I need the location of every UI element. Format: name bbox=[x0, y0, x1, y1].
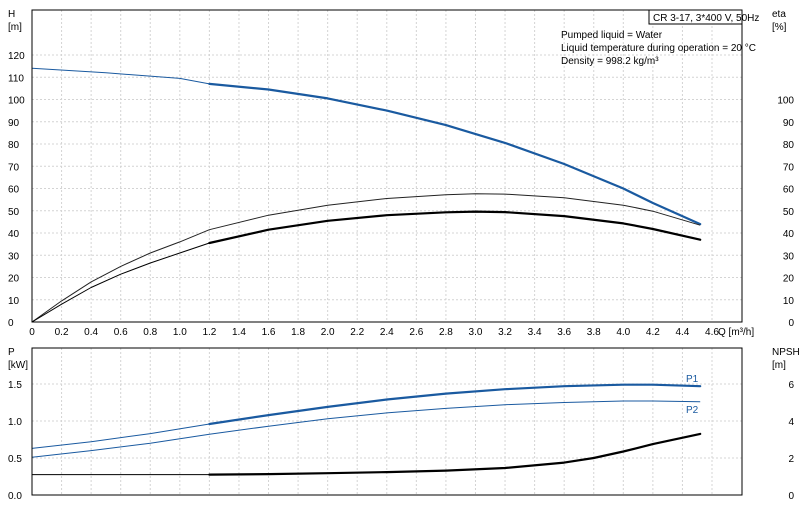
top-y-right-label-1: eta bbox=[772, 9, 786, 20]
y-right-tick-label-0-4: 40 bbox=[783, 229, 795, 240]
x-tick-label-23: 4.6 bbox=[705, 327, 719, 338]
top-y-left-label-1: H bbox=[8, 9, 15, 20]
y-left-tick-label-0-5: 50 bbox=[8, 207, 20, 218]
x-tick-label-18: 3.6 bbox=[557, 327, 571, 338]
y-left-tick-label-0-7: 70 bbox=[8, 162, 20, 173]
y-left-tick-label-1-3: 1.5 bbox=[8, 380, 22, 391]
x-tick-label-20: 4.0 bbox=[616, 327, 630, 338]
top-plot-frame bbox=[31, 9, 743, 323]
x-tick-label-6: 1.2 bbox=[202, 327, 216, 338]
y-right-tick-label-1-3: 6 bbox=[788, 380, 794, 391]
y-left-tick-label-1-1: 0.5 bbox=[8, 454, 22, 465]
y-right-tick-label-1-2: 4 bbox=[788, 417, 794, 428]
x-tick-label-14: 2.8 bbox=[439, 327, 453, 338]
y-left-tick-label-1-2: 1.0 bbox=[8, 417, 22, 428]
y-left-tick-label-1-0: 0.0 bbox=[8, 491, 22, 502]
curve-thin-0-1 bbox=[31, 193, 701, 323]
curve-thick-1-0 bbox=[208, 383, 702, 426]
x-axis-label: Q [m³/h] bbox=[718, 327, 754, 338]
y-left-tick-label-0-0: 0 bbox=[8, 318, 14, 329]
x-tick-label-15: 3.0 bbox=[469, 327, 483, 338]
title-box-text: CR 3-17, 3*400 V, 50Hz bbox=[653, 13, 759, 24]
y-left-tick-label-0-6: 60 bbox=[8, 185, 20, 196]
x-tick-label-2: 0.4 bbox=[84, 327, 98, 338]
curve-thick-0-0 bbox=[208, 82, 702, 226]
y-left-tick-label-0-4: 40 bbox=[8, 229, 20, 240]
y-right-tick-label-0-3: 30 bbox=[783, 251, 795, 262]
y-left-tick-label-0-2: 20 bbox=[8, 274, 20, 285]
x-tick-label-11: 2.2 bbox=[350, 327, 364, 338]
info-line-density: Density = 998.2 kg/m³ bbox=[561, 56, 659, 67]
curve-thin-1-1 bbox=[31, 400, 701, 458]
x-tick-label-5: 1.0 bbox=[173, 327, 187, 338]
y-left-tick-label-0-8: 80 bbox=[8, 140, 20, 151]
curve-thin-0-2 bbox=[31, 242, 210, 323]
curve-thin-1-0 bbox=[31, 423, 210, 449]
bottom-y-right-label-2: [m] bbox=[772, 360, 786, 371]
info-line-liquid-temperature: Liquid temperature during operation = 20… bbox=[561, 43, 756, 54]
bottom-y-right-label-1: NPSH bbox=[772, 347, 800, 358]
series-label-p2: P2 bbox=[686, 405, 699, 416]
top-plot-grid bbox=[32, 10, 742, 322]
title-box bbox=[648, 9, 743, 25]
x-tick-label-22: 4.4 bbox=[675, 327, 689, 338]
x-tick-label-21: 4.2 bbox=[646, 327, 660, 338]
y-left-tick-label-0-12: 120 bbox=[8, 51, 25, 62]
y-right-tick-label-1-1: 2 bbox=[788, 454, 794, 465]
x-tick-label-9: 1.8 bbox=[291, 327, 305, 338]
x-tick-label-3: 0.6 bbox=[114, 327, 128, 338]
bottom-plot-frame bbox=[31, 347, 743, 496]
y-left-tick-label-0-10: 100 bbox=[8, 96, 25, 107]
top-y-right-label-2: [%] bbox=[772, 22, 787, 33]
y-right-tick-label-0-2: 20 bbox=[783, 274, 795, 285]
x-tick-label-13: 2.6 bbox=[409, 327, 423, 338]
x-tick-label-10: 2.0 bbox=[321, 327, 335, 338]
x-tick-label-7: 1.4 bbox=[232, 327, 246, 338]
y-right-tick-label-1-0: 0 bbox=[788, 491, 794, 502]
curve-thin-0-0 bbox=[31, 67, 210, 85]
curves-layer bbox=[31, 67, 702, 476]
bottom-plot-grid bbox=[32, 348, 742, 495]
curve-thick-0-2 bbox=[208, 210, 702, 245]
x-tick-label-19: 3.8 bbox=[587, 327, 601, 338]
y-left-tick-label-0-3: 30 bbox=[8, 251, 20, 262]
y-right-tick-label-0-7: 70 bbox=[783, 162, 795, 173]
top-y-left-label-2: [m] bbox=[8, 22, 22, 33]
bottom-y-left-label-1: P bbox=[8, 347, 15, 358]
y-right-tick-label-0-8: 80 bbox=[783, 140, 795, 151]
info-line-pumped-liquid: Pumped liquid = Water bbox=[561, 30, 663, 41]
curve-thick-1-2 bbox=[208, 432, 702, 476]
x-tick-label-17: 3.4 bbox=[528, 327, 542, 338]
x-tick-label-12: 2.4 bbox=[380, 327, 394, 338]
y-left-tick-label-0-9: 90 bbox=[8, 118, 20, 129]
y-right-tick-label-0-1: 10 bbox=[783, 296, 795, 307]
x-tick-label-4: 0.8 bbox=[143, 327, 157, 338]
series-label-p1: P1 bbox=[686, 374, 699, 385]
y-right-tick-label-0-9: 90 bbox=[783, 118, 795, 129]
y-left-tick-label-0-1: 10 bbox=[8, 296, 20, 307]
y-right-tick-label-0-0: 0 bbox=[788, 318, 794, 329]
y-right-tick-label-0-6: 60 bbox=[783, 185, 795, 196]
tick-labels-layer: 0102030405060708090100110120010203040506… bbox=[8, 51, 794, 502]
x-tick-label-1: 0.2 bbox=[55, 327, 69, 338]
x-tick-label-0: 0 bbox=[29, 327, 35, 338]
y-left-tick-label-0-11: 110 bbox=[8, 73, 24, 84]
x-tick-label-8: 1.6 bbox=[262, 327, 276, 338]
x-tick-label-16: 3.2 bbox=[498, 327, 512, 338]
y-right-tick-label-0-10: 100 bbox=[777, 96, 794, 107]
y-right-tick-label-0-5: 50 bbox=[783, 207, 795, 218]
bottom-y-left-label-2: [kW] bbox=[8, 360, 28, 371]
